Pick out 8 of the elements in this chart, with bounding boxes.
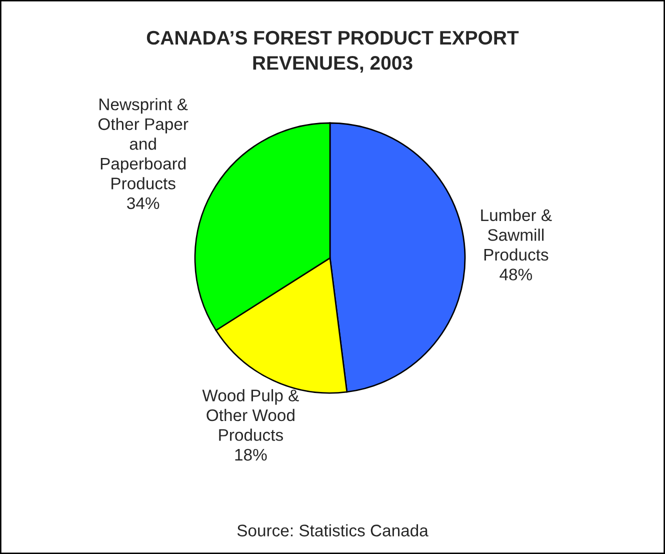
slice-label: Wood Pulp & Other Wood Products bbox=[202, 389, 299, 441]
slice-label: Lumber & Sawmill Products bbox=[481, 208, 552, 261]
data-label: 34% bbox=[127, 197, 160, 210]
source-note: Source: Statistics Canada bbox=[237, 524, 428, 536]
slice-label: Newsprint & Other Paper and Paperboard Products bbox=[98, 98, 188, 190]
chart-title: CANADA’S FOREST PRODUCT EXPORT REVENUES, 2003 bbox=[146, 30, 519, 73]
data-label: 48% bbox=[500, 268, 532, 280]
data-label: 18% bbox=[235, 448, 267, 461]
